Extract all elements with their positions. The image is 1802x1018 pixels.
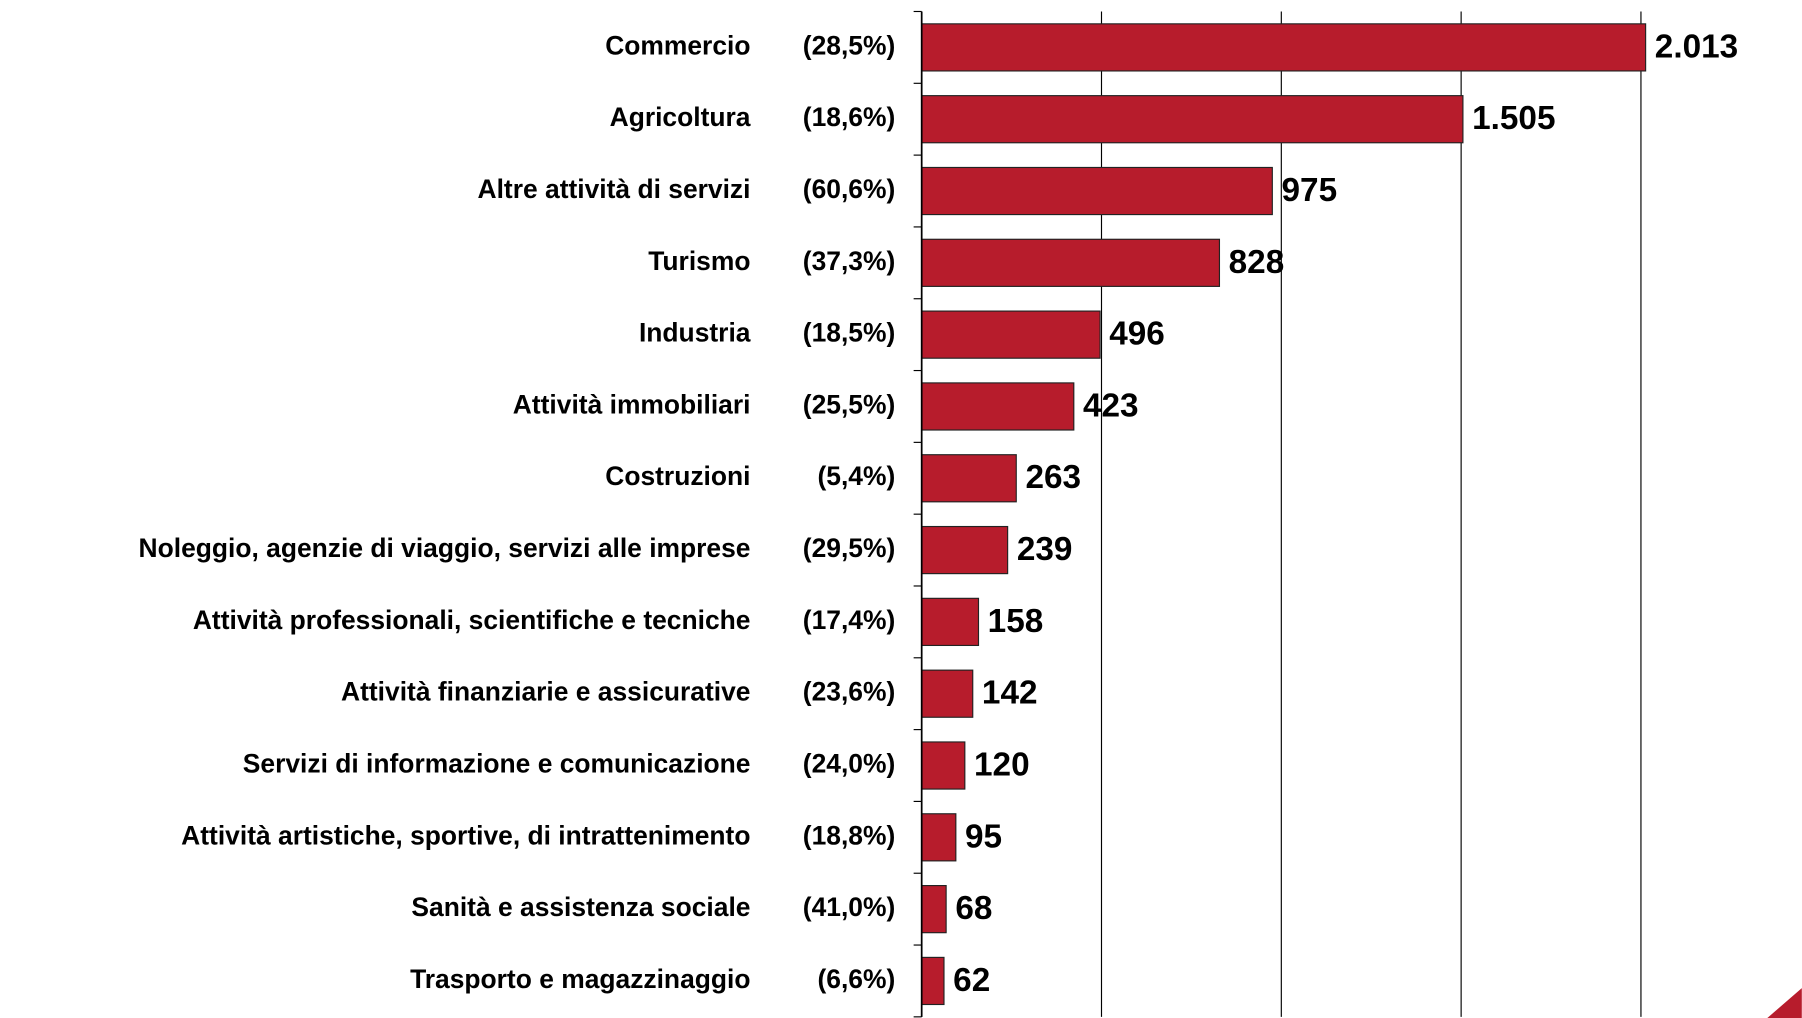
category-label: Sanità e assistenza sociale [411, 892, 750, 922]
category-label: Attività artistiche, sportive, di intrat… [181, 820, 750, 850]
bar [921, 23, 1647, 72]
value-label: 239 [1017, 531, 1073, 568]
bar [921, 382, 1075, 431]
category-label: Turismo [648, 246, 750, 276]
value-label: 423 [1083, 387, 1139, 424]
bar [921, 669, 974, 718]
bar [921, 95, 1464, 144]
value-label: 120 [974, 746, 1030, 783]
category-share: (5,4%) [817, 461, 895, 491]
bar [921, 956, 945, 1006]
category-share: (29,5%) [803, 533, 895, 563]
value-label: 2.013 [1655, 28, 1738, 65]
value-label: 263 [1025, 459, 1081, 496]
category-label: Costruzioni [605, 461, 750, 491]
category-share: (23,6%) [803, 677, 895, 707]
category-share: (25,5%) [803, 389, 895, 419]
bar [921, 238, 1221, 287]
category-label: Trasporto e magazzinaggio [410, 964, 750, 994]
category-share: (37,3%) [803, 246, 895, 276]
category-share: (60,6%) [803, 174, 895, 204]
value-label: 496 [1109, 316, 1165, 353]
category-share: (6,6%) [817, 964, 895, 994]
category-share: (41,0%) [803, 892, 895, 922]
bar [921, 454, 1017, 503]
value-label: 828 [1229, 244, 1285, 281]
category-share: (18,6%) [803, 102, 895, 132]
value-label: 158 [988, 603, 1044, 640]
category-label: Altre attività di servizi [478, 174, 751, 204]
bar [921, 597, 980, 647]
bar [921, 741, 966, 790]
value-label: 975 [1282, 172, 1338, 209]
category-label: Attività immobiliari [513, 389, 751, 419]
category-share: (28,5%) [803, 30, 895, 60]
value-label: 95 [965, 818, 1002, 855]
category-share: (18,8%) [803, 820, 895, 850]
category-label: Agricoltura [610, 102, 751, 132]
bar [921, 813, 957, 862]
category-share: (17,4%) [803, 605, 895, 635]
category-label: Attività professionali, scientifiche e t… [193, 605, 751, 635]
category-label: Noleggio, agenzie di viaggio, servizi al… [139, 533, 751, 563]
category-label: Commercio [605, 30, 750, 60]
value-label: 62 [953, 962, 990, 999]
category-share: (24,0%) [803, 748, 895, 778]
category-label: Attività finanziarie e assicurative [341, 677, 750, 707]
category-label: Servizi di informazione e comunicazione [243, 748, 751, 778]
value-label: 1.505 [1472, 100, 1555, 137]
bar [921, 166, 1273, 216]
value-label: 68 [955, 890, 992, 927]
bar [921, 885, 947, 934]
value-label: 142 [982, 675, 1038, 712]
bar [921, 525, 1009, 575]
category-label: Industria [639, 318, 751, 348]
bar [921, 310, 1101, 359]
category-share: (18,5%) [803, 318, 895, 348]
corner-decoration [1767, 988, 1802, 1018]
